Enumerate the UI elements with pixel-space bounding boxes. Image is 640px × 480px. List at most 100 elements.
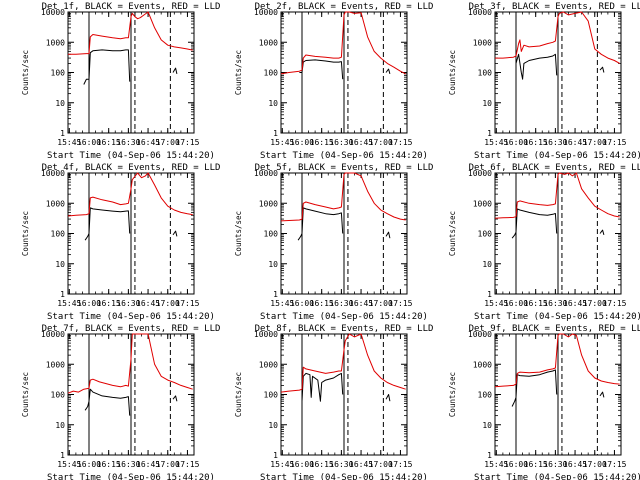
x-tick-label: 15:45	[57, 460, 81, 469]
y-tick-label: 10	[55, 99, 65, 108]
x-tick-label: 16:30	[329, 299, 353, 308]
events-rate-line	[301, 372, 344, 402]
y-tick-label: 10000	[41, 169, 65, 178]
y-axis-title: Counts/sec	[21, 50, 30, 95]
y-tick-label: 1	[60, 290, 65, 299]
y-axis-title: Counts/sec	[448, 211, 457, 256]
y-tick-label: 10000	[41, 8, 65, 17]
panel-title: Det 4f, BLACK = Events, RED = LLD	[42, 163, 221, 173]
x-tick-label: 17:00	[369, 138, 393, 147]
x-axis-title: Start Time (04-Sep-06 15:44:20)	[474, 312, 640, 322]
x-tick-label: 16:15	[310, 138, 334, 147]
events-rate-line	[299, 59, 344, 80]
x-tick-label: 17:00	[369, 460, 393, 469]
y-tick-label: 100	[51, 69, 66, 78]
x-tick-label: 17:00	[156, 138, 180, 147]
x-tick-label: 16:30	[116, 460, 140, 469]
x-tick-label: 16:15	[524, 138, 548, 147]
x-tick-label: 16:45	[136, 299, 160, 308]
y-tick-label: 1000	[46, 38, 65, 47]
panel-title: Det 9f, BLACK = Events, RED = LLD	[469, 324, 640, 334]
x-tick-label: 17:15	[388, 460, 412, 469]
y-tick-label: 10	[482, 421, 492, 430]
x-tick-label: 16:45	[349, 138, 373, 147]
y-tick-label: 100	[51, 391, 66, 400]
detector-panel: Det 3f, BLACK = Events, RED = LLD Counts/…	[448, 2, 640, 161]
y-axis-title: Counts/sec	[21, 211, 30, 256]
x-tick-label: 16:15	[524, 299, 548, 308]
x-tick-label: 16:15	[97, 460, 121, 469]
lld-rate-line	[67, 172, 193, 217]
x-tick-label: 17:15	[602, 138, 626, 147]
y-tick-label: 100	[478, 391, 493, 400]
y-tick-label: 10000	[41, 330, 65, 339]
y-tick-label: 1000	[473, 199, 492, 208]
y-tick-label: 1	[487, 451, 492, 460]
x-tick-label: 17:00	[583, 460, 607, 469]
lld-rate-line	[280, 172, 406, 222]
events-rate-line	[84, 207, 131, 241]
y-tick-label: 1	[273, 290, 278, 299]
x-tick-label: 16:45	[136, 460, 160, 469]
x-tick-label: 15:45	[270, 299, 294, 308]
x-tick-label: 15:45	[484, 299, 508, 308]
lld-rate-line	[280, 333, 406, 393]
y-tick-label: 1000	[473, 38, 492, 47]
x-tick-label: 17:15	[602, 299, 626, 308]
events-rate-line	[385, 231, 391, 239]
events-rate-line	[599, 66, 605, 73]
x-axis-title: Start Time (04-Sep-06 15:44:20)	[474, 473, 640, 480]
y-axis-title: Counts/sec	[234, 211, 243, 256]
x-tick-label: 16:00	[77, 460, 101, 469]
x-tick-label: 16:00	[77, 138, 101, 147]
x-axis-title: Start Time (04-Sep-06 15:44:20)	[260, 312, 428, 322]
x-tick-label: 16:45	[136, 138, 160, 147]
detector-panel: Det 1f, BLACK = Events, RED = LLD Counts/…	[21, 2, 220, 161]
x-tick-label: 16:30	[329, 138, 353, 147]
panel-title: Det 1f, BLACK = Events, RED = LLD	[42, 2, 221, 12]
x-tick-label: 17:15	[175, 460, 199, 469]
detector-panel: Det 8f, BLACK = Events, RED = LLD Counts/…	[234, 324, 433, 480]
y-tick-label: 1000	[259, 360, 278, 369]
y-tick-label: 100	[478, 230, 493, 239]
events-rate-line	[297, 207, 344, 241]
x-tick-label: 17:00	[156, 460, 180, 469]
x-tick-label: 17:00	[583, 299, 607, 308]
y-tick-label: 100	[264, 69, 279, 78]
y-tick-label: 100	[51, 230, 66, 239]
y-tick-label: 100	[478, 69, 493, 78]
lld-rate-line	[280, 11, 406, 75]
x-tick-label: 15:45	[57, 138, 81, 147]
y-tick-label: 10	[268, 260, 278, 269]
x-tick-label: 16:00	[504, 138, 528, 147]
lld-rate-line	[494, 333, 620, 388]
y-tick-label: 1000	[473, 360, 492, 369]
x-tick-label: 17:00	[156, 299, 180, 308]
y-tick-label: 1000	[259, 38, 278, 47]
x-tick-label: 16:15	[524, 460, 548, 469]
detector-panel: Det 7f, BLACK = Events, RED = LLD Counts/…	[21, 324, 220, 480]
panel-title: Det 2f, BLACK = Events, RED = LLD	[255, 2, 434, 12]
x-tick-label: 15:45	[484, 460, 508, 469]
events-rate-line	[385, 394, 391, 402]
x-tick-label: 16:15	[310, 460, 334, 469]
events-rate-line	[83, 49, 131, 85]
y-tick-label: 1	[60, 129, 65, 138]
x-axis-title: Start Time (04-Sep-06 15:44:20)	[47, 312, 215, 322]
x-tick-label: 17:15	[175, 299, 199, 308]
y-tick-label: 100	[264, 230, 279, 239]
y-tick-label: 1	[60, 451, 65, 460]
x-tick-label: 16:30	[116, 138, 140, 147]
x-tick-label: 16:15	[97, 299, 121, 308]
events-rate-line	[172, 395, 178, 402]
x-tick-label: 16:45	[563, 138, 587, 147]
y-tick-label: 1	[273, 451, 278, 460]
x-tick-label: 16:30	[543, 138, 567, 147]
x-axis-title: Start Time (04-Sep-06 15:44:20)	[47, 473, 215, 480]
y-tick-label: 10	[55, 260, 65, 269]
x-axis-title: Start Time (04-Sep-06 15:44:20)	[260, 151, 428, 161]
x-axis-title: Start Time (04-Sep-06 15:44:20)	[260, 473, 428, 480]
x-tick-label: 15:45	[270, 460, 294, 469]
x-tick-label: 16:45	[563, 299, 587, 308]
